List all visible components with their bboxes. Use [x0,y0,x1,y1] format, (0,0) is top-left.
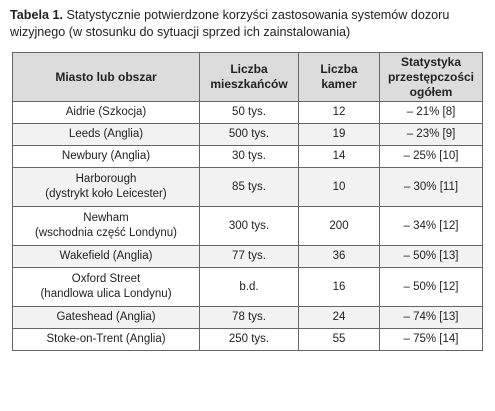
table-row: Wakefield (Anglia) 77 tys. 36 – 50% [13] [12,245,483,268]
cell-city: Oxford Street (handlowa ulica Londynu) [12,267,200,307]
cell-crime: – 75% [14] [379,328,483,351]
cell-cameras: 36 [298,245,380,268]
city-name: Newham [83,212,129,224]
table-row: Stoke-on-Trent (Anglia) 250 tys. 55 – 75… [12,328,483,351]
city-subtitle: (dystrykt koło Leicester) [45,188,167,200]
cell-city: Newham (wschodnia część Londynu) [12,206,200,246]
city-name: Gateshead (Anglia) [56,311,156,323]
table-row: Aidrie (Szkocja) 50 tys. 12 – 21% [8] [12,101,483,124]
cell-cameras: 19 [298,123,380,146]
cell-cameras: 200 [298,206,380,246]
table-row: Oxford Street (handlowa ulica Londynu) b.… [12,267,483,307]
city-name: Aidrie (Szkocja) [65,106,147,118]
city-name: Oxford Street [71,273,141,285]
table-row: Newbury (Anglia) 30 tys. 14 – 25% [10] [12,145,483,168]
cell-cameras: 55 [298,328,380,351]
header-cameras: Liczba kamer [298,52,380,102]
cell-population: 85 tys. [199,167,299,207]
cell-cameras: 14 [298,145,380,168]
cell-crime: – 50% [13] [379,245,483,268]
cell-cameras: 12 [298,101,380,124]
cell-crime: – 21% [8] [379,101,483,124]
caption-label: Tabela 1. [10,8,63,22]
caption-text: Statystycznie potwierdzone korzyści zast… [10,8,450,39]
cell-city: Stoke-on-Trent (Anglia) [12,328,200,351]
cell-population: 500 tys. [199,123,299,146]
table-row: Newham (wschodnia część Londynu) 300 tys.… [12,206,483,246]
cell-crime: – 50% [12] [379,267,483,307]
header-city: Miasto lub obszar [12,52,200,102]
city-name: Stoke-on-Trent (Anglia) [46,333,166,345]
cell-city: Leeds (Anglia) [12,123,200,146]
cell-crime: – 23% [9] [379,123,483,146]
data-table: Miasto lub obszar Liczba mieszkańców Lic… [12,52,483,351]
table-caption: Tabela 1. Statystycznie potwierdzone kor… [10,7,490,41]
cell-population: 77 tys. [199,245,299,268]
cell-population: 250 tys. [199,328,299,351]
cell-crime: – 25% [10] [379,145,483,168]
cell-crime: – 74% [13] [379,306,483,329]
cell-population: 78 tys. [199,306,299,329]
city-name: Wakefield (Anglia) [59,250,153,262]
cell-city: Newbury (Anglia) [12,145,200,168]
cell-population: 50 tys. [199,101,299,124]
city-name: Newbury (Anglia) [61,150,151,162]
city-name: Harborough [75,173,137,185]
cell-population: 30 tys. [199,145,299,168]
city-subtitle: (handlowa ulica Londynu) [40,288,172,300]
cell-city: Harborough (dystrykt koło Leicester) [12,167,200,207]
table-row: Gateshead (Anglia) 78 tys. 24 – 74% [13] [12,306,483,329]
table-row: Leeds (Anglia) 500 tys. 19 – 23% [9] [12,123,483,146]
cell-cameras: 16 [298,267,380,307]
header-population: Liczba mieszkańców [199,52,299,102]
cell-city: Gateshead (Anglia) [12,306,200,329]
header-crime: Statystyka przestępczości ogółem [379,52,483,102]
header-row: Miasto lub obszar Liczba mieszkańców Lic… [12,52,483,102]
cell-city: Aidrie (Szkocja) [12,101,200,124]
cell-cameras: 10 [298,167,380,207]
cell-population: 300 tys. [199,206,299,246]
cell-population: b.d. [199,267,299,307]
cell-cameras: 24 [298,306,380,329]
table-row: Harborough (dystrykt koło Leicester) 85 t… [12,167,483,207]
cell-crime: – 34% [12] [379,206,483,246]
cell-city: Wakefield (Anglia) [12,245,200,268]
city-subtitle: (wschodnia część Londynu) [35,227,177,239]
city-name: Leeds (Anglia) [68,128,144,140]
cell-crime: – 30% [11] [379,167,483,207]
